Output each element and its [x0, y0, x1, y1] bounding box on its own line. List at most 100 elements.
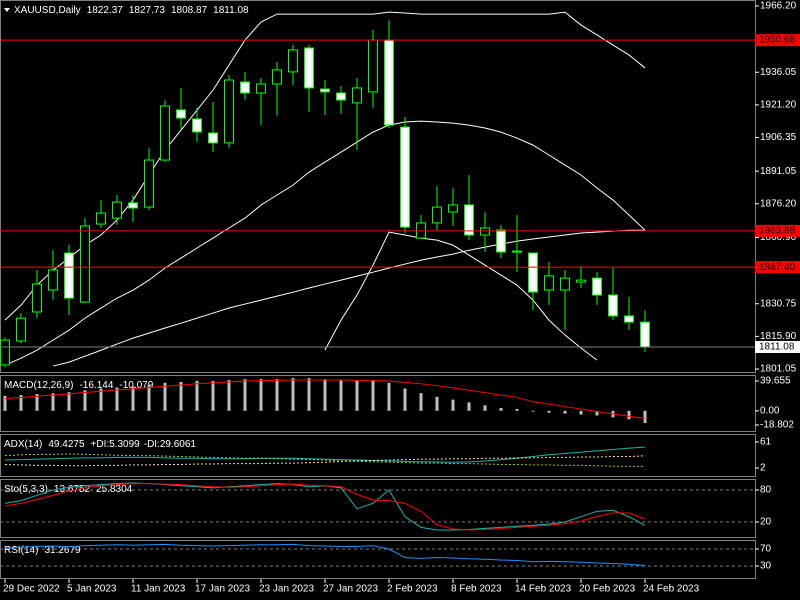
- candle-body: [112, 201, 122, 219]
- y-tick-label: 1801.05: [760, 364, 797, 375]
- indicator-line: [4, 483, 646, 531]
- histogram-bar: [579, 410, 583, 415]
- panel-header: Sto(5,3,3) 13.6752 25.8304: [4, 484, 133, 495]
- histogram-bar: [371, 380, 375, 411]
- candle-body: [304, 47, 314, 89]
- candle-body: [384, 39, 394, 126]
- x-tick-label: 11 Jan 2023: [131, 584, 186, 595]
- indicator-line: [4, 455, 646, 467]
- histogram-bar: [19, 395, 23, 411]
- candle-body: [480, 227, 490, 236]
- candle-body: [160, 105, 170, 161]
- candle-body: [432, 206, 442, 224]
- candle-body: [0, 339, 10, 366]
- histogram-bar: [339, 380, 343, 411]
- indicator-value: -10.079: [119, 380, 153, 391]
- histogram-bar: [35, 394, 39, 411]
- ohlc-value: 1808.87: [171, 5, 208, 16]
- x-tick-label: 8 Feb 2023: [451, 584, 502, 595]
- level-label-bg: [755, 261, 800, 274]
- candle-body: [16, 317, 26, 342]
- level-label-bg: [755, 34, 800, 47]
- indicator-line: [4, 446, 646, 463]
- candle-body: [352, 87, 362, 104]
- candle-body: [64, 252, 74, 299]
- candle-body: [192, 118, 202, 133]
- ohlc-value: 1811.08: [213, 5, 249, 16]
- candle-body: [32, 283, 42, 313]
- level-label: 1847.40: [759, 262, 796, 273]
- histogram-bar: [531, 410, 535, 412]
- histogram-bar: [243, 379, 247, 411]
- indicator-line: [4, 379, 646, 419]
- histogram-bar: [275, 379, 279, 411]
- candle-body: [144, 159, 154, 208]
- price-label-bg: [755, 340, 800, 353]
- panel-frame: [0, 434, 756, 477]
- panel-header: XAUUSD,Daily 1822.37 1827.73 1808.87 1811.08: [14, 5, 249, 16]
- panel-title: ADX(14): [4, 439, 42, 450]
- y-tick-label: 30: [760, 561, 772, 572]
- candle-body: [640, 321, 650, 348]
- histogram-bar: [451, 399, 455, 411]
- histogram-bar: [483, 405, 487, 411]
- indicator-value: 49.4275: [48, 439, 85, 450]
- candle-body: [560, 277, 570, 291]
- series-name: +DI:: [91, 439, 110, 450]
- indicator-line: [4, 11, 646, 321]
- candle-body: [320, 88, 330, 93]
- y-tick-label: 61: [760, 437, 772, 448]
- price-label: 1811.08: [759, 342, 795, 353]
- x-tick-label: 17 Jan 2023: [195, 584, 250, 595]
- indicator-line: [324, 231, 598, 361]
- candle-body: [240, 81, 250, 94]
- histogram-bar: [3, 395, 7, 411]
- panel-title: XAUUSD,Daily: [14, 5, 81, 16]
- y-tick-label: 1966.20: [760, 1, 797, 12]
- histogram-bar: [563, 410, 567, 414]
- series-name: -DI:: [144, 439, 160, 450]
- indicator-line: [4, 120, 646, 366]
- y-tick-label: 0.00: [760, 405, 780, 416]
- histogram-bar: [355, 380, 359, 411]
- x-tick-label: 20 Feb 2023: [579, 584, 636, 595]
- candle-body: [544, 275, 554, 291]
- symbol-menu-icon[interactable]: [4, 8, 10, 12]
- candle-body: [128, 202, 138, 209]
- level-label: 1863.88: [759, 226, 796, 237]
- histogram-bar: [435, 396, 439, 411]
- indicator-value: -16.144: [79, 380, 113, 391]
- histogram-bar: [83, 390, 87, 411]
- histogram-bar: [51, 393, 55, 411]
- candle-body: [208, 132, 218, 144]
- candle-body: [224, 79, 234, 144]
- y-tick-label: 20: [760, 517, 772, 528]
- candle-body: [48, 269, 58, 291]
- candle-body: [368, 39, 378, 93]
- histogram-bar: [387, 382, 391, 411]
- y-tick-label: 70: [760, 544, 772, 555]
- histogram-bar: [323, 379, 327, 411]
- y-tick-label: 1906.35: [760, 132, 797, 143]
- histogram-bar: [131, 386, 135, 411]
- panel-title: Sto(5,3,3): [4, 484, 48, 495]
- x-tick-label: 29 Dec 2022: [3, 584, 60, 595]
- candle-body: [496, 229, 506, 253]
- histogram-bar: [515, 408, 519, 411]
- ohlc-value: 1822.37: [87, 5, 124, 16]
- histogram-bar: [179, 381, 183, 411]
- histogram-bar: [499, 408, 503, 411]
- candle-body: [464, 204, 474, 236]
- candle-body: [256, 83, 266, 94]
- histogram-bar: [163, 382, 167, 411]
- y-tick-label: 80: [760, 485, 772, 496]
- x-tick-label: 14 Feb 2023: [515, 584, 572, 595]
- histogram-bar: [307, 378, 311, 411]
- indicator-line: [4, 543, 646, 566]
- candle-body: [448, 204, 458, 213]
- histogram-bar: [99, 388, 103, 411]
- x-tick-label: 2 Feb 2023: [387, 584, 438, 595]
- histogram-bar: [259, 379, 263, 411]
- indicator-value: 29.6061: [160, 439, 197, 450]
- histogram-bar: [627, 410, 631, 420]
